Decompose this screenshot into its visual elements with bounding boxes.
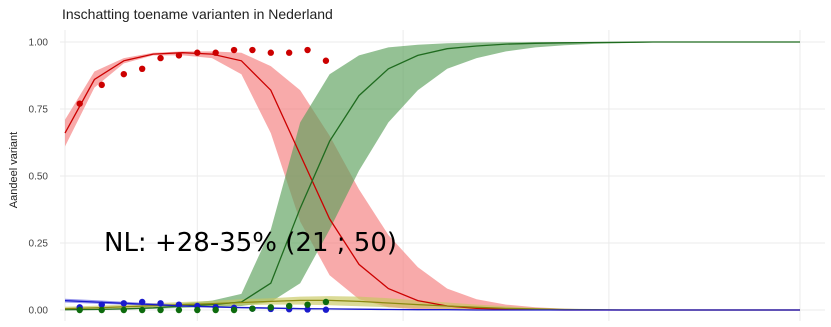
point-dark_green_points — [285, 302, 293, 310]
chart-title: Inschatting toename varianten in Nederla… — [62, 6, 333, 22]
data-points — [76, 46, 330, 314]
point-dark_green_points — [120, 306, 128, 314]
fitted-lines — [64, 41, 800, 311]
y-tick-label: 0.50 — [29, 172, 49, 183]
point-blue — [157, 300, 164, 307]
point-red — [212, 49, 219, 56]
point-red — [98, 81, 105, 89]
point-dark_green_points — [138, 306, 146, 314]
point-dark_green_points — [212, 306, 219, 314]
line-blue — [64, 299, 800, 311]
point-dark_green_points — [249, 305, 256, 312]
point-red — [230, 46, 238, 54]
point-dark_green_points — [194, 306, 201, 314]
point-dark_green_points — [98, 306, 105, 314]
point-dark_green_points — [322, 298, 330, 306]
point-red — [120, 70, 128, 78]
point-red — [138, 65, 146, 73]
point-dark_green_points — [267, 304, 274, 311]
point-red — [76, 100, 83, 107]
point-dark_green_points — [175, 306, 183, 314]
point-blue — [304, 306, 311, 313]
y-tick-label: 0.25 — [29, 239, 49, 250]
point-red — [157, 54, 164, 62]
point-red — [322, 57, 330, 64]
y-tick-label: 1.00 — [29, 38, 49, 49]
point-red — [285, 49, 293, 56]
point-blue — [175, 301, 183, 308]
annotation-text: NL: +28-35% (21 ; 50) — [104, 228, 398, 258]
point-blue — [322, 306, 330, 313]
point-blue — [120, 300, 128, 307]
y-tick-labels: 0.00 0.25 0.50 0.75 1.00 — [29, 38, 49, 317]
point-red — [304, 46, 311, 54]
point-red — [267, 49, 274, 56]
point-red — [194, 49, 201, 56]
point-dark_green_points — [76, 306, 83, 314]
point-blue — [138, 298, 146, 306]
point-red — [249, 46, 256, 54]
point-dark_green_points — [230, 306, 238, 314]
point-dark_green_points — [157, 306, 164, 314]
y-tick-label: 0.75 — [29, 105, 49, 116]
point-blue — [98, 301, 105, 308]
point-dark_green_points — [304, 301, 311, 308]
y-tick-label: 0.00 — [29, 306, 49, 317]
point-red — [175, 52, 183, 59]
grid — [60, 30, 825, 321]
